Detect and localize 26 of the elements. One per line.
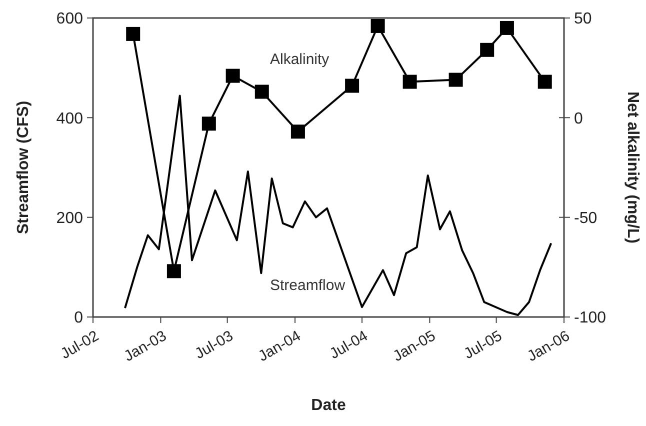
point [226, 68, 240, 83]
point [345, 78, 360, 93]
series-label: Streamflow [270, 277, 346, 294]
point [202, 116, 216, 131]
point [254, 84, 269, 99]
y-tick-label: 600 [56, 10, 84, 28]
x-axis-title: Date [311, 397, 346, 414]
y2-axis-title: Net alkalinity (mg/L) [624, 91, 641, 244]
y2-tick-label: 0 [574, 110, 583, 128]
point [290, 124, 305, 139]
point [538, 74, 552, 89]
point [500, 20, 514, 35]
point [370, 18, 385, 33]
y-tick-label: 0 [74, 310, 84, 327]
point [480, 42, 494, 57]
y2-tick-label: 50 [574, 10, 592, 28]
point [402, 74, 417, 89]
y-tick-label: 400 [56, 110, 84, 128]
point [126, 26, 140, 41]
point [166, 264, 181, 278]
y-tick-label: 200 [56, 210, 84, 227]
y2-tick-label: -50 [574, 210, 598, 227]
series-label: Alkalinity [270, 51, 330, 68]
y-axis-title: Streamflow (CFS) [15, 100, 32, 234]
point [448, 72, 463, 87]
y2-tick-label: -100 [574, 310, 606, 327]
